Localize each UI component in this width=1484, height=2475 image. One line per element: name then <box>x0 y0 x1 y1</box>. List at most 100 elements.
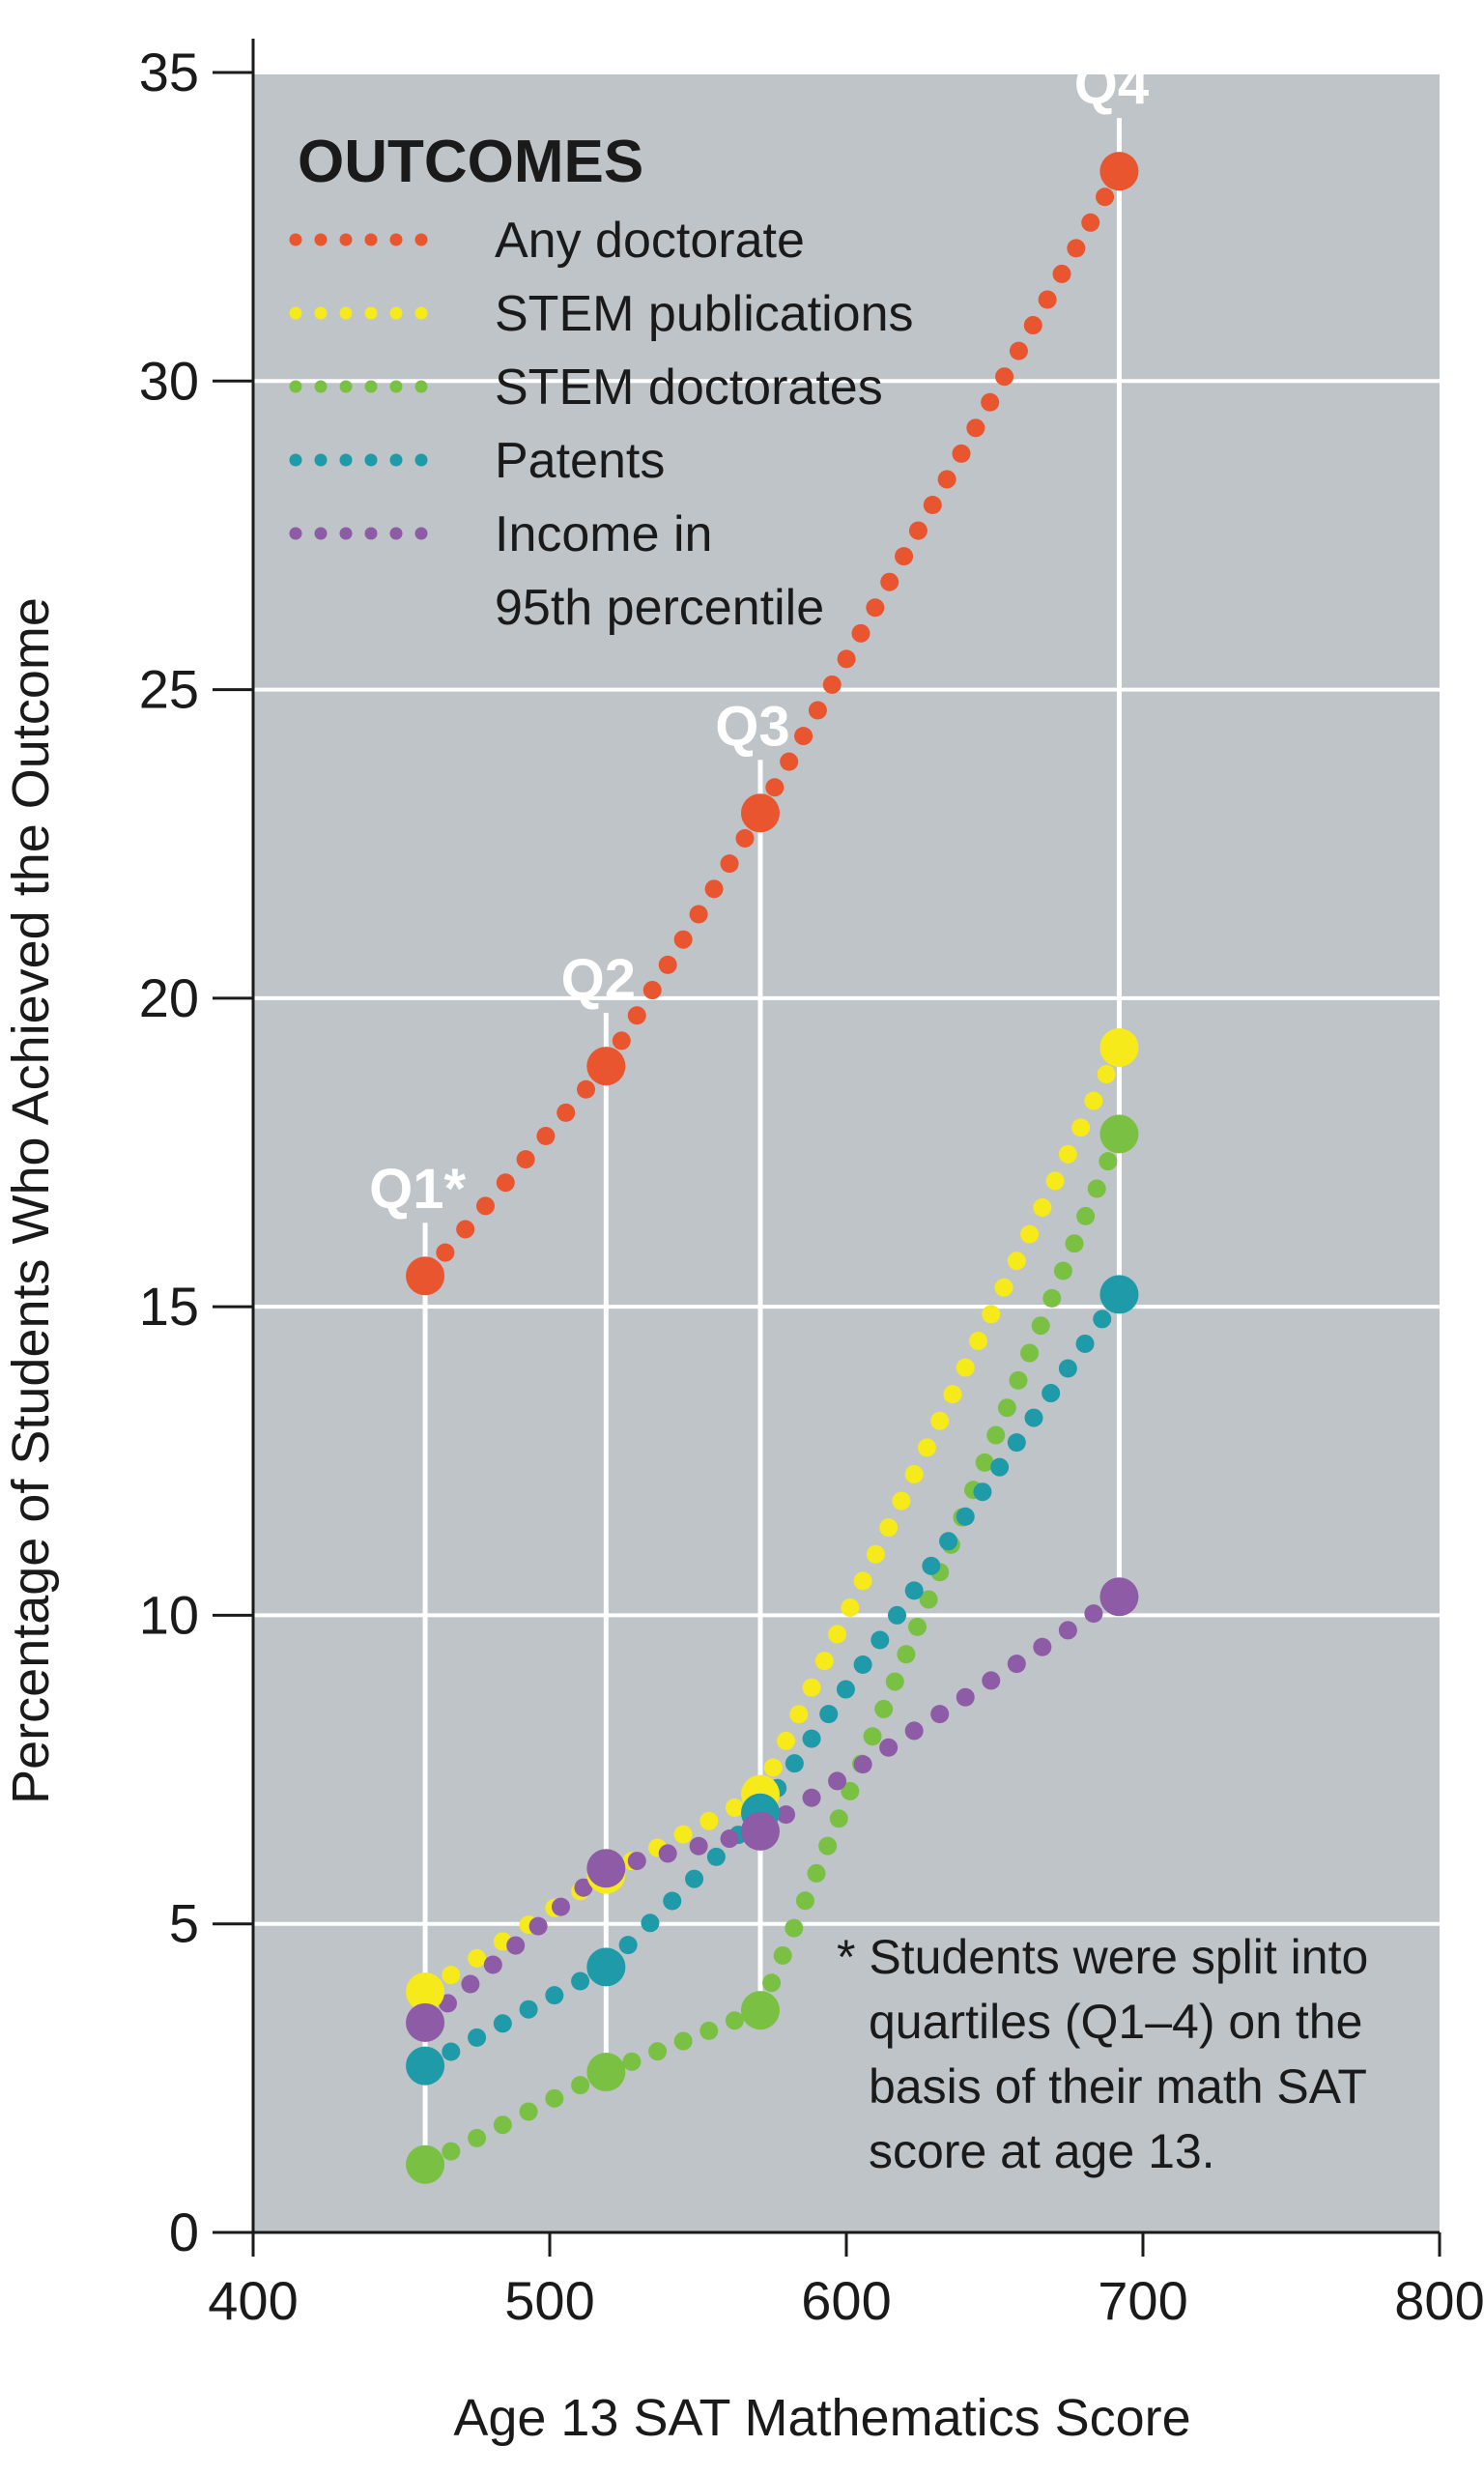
series-dot <box>785 1754 804 1773</box>
legend-swatch-dot <box>314 233 328 246</box>
series-dot <box>794 727 813 746</box>
series-dot <box>642 981 662 1000</box>
series-dot <box>885 1672 904 1691</box>
series-dot <box>673 930 693 949</box>
series-dot <box>841 1781 860 1800</box>
series-dot <box>904 1581 924 1600</box>
plot-background <box>253 72 1440 2232</box>
series-dot <box>922 1556 941 1575</box>
series-dot <box>536 1126 556 1145</box>
series-dot <box>777 1731 796 1750</box>
series-dot <box>627 1006 646 1025</box>
series-dot <box>785 1918 804 1938</box>
series-dot <box>436 1243 455 1262</box>
series-dot <box>1058 1359 1077 1378</box>
series-dot <box>663 1891 682 1911</box>
series-dot <box>1053 1261 1072 1281</box>
data-point <box>586 1047 626 1086</box>
series-dot <box>892 1491 911 1511</box>
legend-label: Any doctorate <box>495 213 805 269</box>
series-dot <box>923 496 942 515</box>
series-dot <box>819 1705 839 1724</box>
series-dot <box>1042 1384 1061 1403</box>
series-dot <box>1084 1091 1103 1110</box>
legend-swatch-dot <box>389 453 403 467</box>
footnote-line: basis of their math SAT <box>869 2059 1367 2114</box>
series-dot <box>904 1721 924 1741</box>
series-dot <box>1020 1224 1040 1244</box>
series-dot <box>997 1398 1016 1418</box>
series-dot <box>952 444 971 463</box>
series-dot <box>879 1518 899 1538</box>
data-point <box>1099 1577 1139 1617</box>
series-dot <box>552 1897 571 1916</box>
data-point <box>406 1971 445 2011</box>
series-dot <box>1093 1309 1112 1329</box>
data-point <box>406 1256 445 1296</box>
y-tick-label: 5 <box>169 1893 199 1954</box>
series-dot <box>577 1079 596 1099</box>
series-dot <box>689 905 708 924</box>
series-dot <box>685 1869 704 1888</box>
series-dot <box>956 1687 975 1707</box>
series-dot <box>735 828 755 848</box>
series-dot <box>828 1771 847 1791</box>
series-dot <box>673 2031 693 2051</box>
series-dot <box>1007 1433 1026 1453</box>
series-dot <box>1096 187 1115 207</box>
series-dot <box>725 1798 744 1817</box>
data-point <box>1099 1027 1139 1067</box>
series-dot <box>496 1173 515 1193</box>
series-dot <box>822 675 842 694</box>
series-dot <box>917 1438 936 1457</box>
series-dot <box>853 1571 872 1591</box>
series-dot <box>1076 1206 1096 1225</box>
legend-swatch-dot <box>289 527 302 540</box>
series-dot <box>720 1829 739 1849</box>
series-dots <box>436 187 1118 2161</box>
series-dot <box>658 955 677 974</box>
legend-label: Income in <box>495 506 712 562</box>
series-dot <box>689 1836 708 1856</box>
series-dot <box>904 1464 924 1483</box>
series-dot <box>571 2076 590 2095</box>
series-dot <box>975 1453 994 1472</box>
series-dot <box>907 1617 927 1636</box>
series-dot <box>438 1994 457 2013</box>
quartile-label: Q3 <box>715 695 789 758</box>
series-dot <box>780 752 799 771</box>
series-dot <box>969 1331 988 1350</box>
series-dot <box>725 2011 744 2030</box>
series-dot <box>706 1847 726 1866</box>
series-dot <box>1031 1316 1050 1336</box>
x-tick-label: 700 <box>1098 2270 1187 2331</box>
series-dot <box>528 1916 548 1936</box>
series-dot <box>1042 1288 1062 1308</box>
series-dot <box>863 1727 882 1746</box>
series-dot <box>699 2021 719 2040</box>
series-dot <box>1084 1604 1103 1624</box>
x-tick-label: 600 <box>801 2270 891 2331</box>
data-point <box>1099 152 1139 191</box>
series-dot <box>1058 1621 1077 1640</box>
series-dot <box>1023 316 1042 335</box>
series-dot <box>1045 1171 1065 1191</box>
series-dot <box>1033 1198 1052 1218</box>
series-dot <box>516 1150 535 1169</box>
legend-swatch-dot <box>364 380 378 393</box>
series-dot <box>442 2142 461 2161</box>
series-dot <box>468 2128 487 2147</box>
series-dot <box>493 2014 512 2033</box>
series-dot <box>981 392 1000 412</box>
series-dot <box>545 1986 564 2005</box>
series-dot <box>986 1425 1006 1445</box>
legend-swatch-dot <box>339 527 353 540</box>
series-dot <box>475 1196 495 1216</box>
y-tick-label: 15 <box>139 1276 199 1337</box>
legend-swatch-dot <box>314 527 328 540</box>
y-tick-label: 20 <box>139 967 199 1028</box>
series-dot <box>1071 1118 1091 1137</box>
legend-label: STEM doctorates <box>495 360 883 416</box>
legend-swatch-dot <box>289 380 302 393</box>
series-dot <box>1038 290 1057 309</box>
